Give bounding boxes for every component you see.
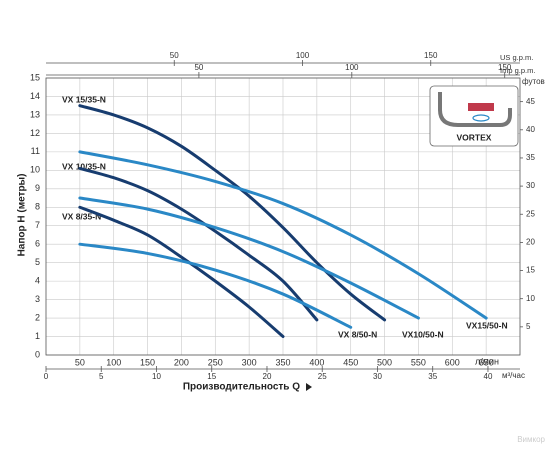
series-label: VX10/50-N bbox=[402, 329, 444, 339]
y-tick-label: 9 bbox=[35, 183, 40, 193]
x-tick-label: 100 bbox=[106, 357, 121, 367]
x-tick-label: 550 bbox=[411, 357, 426, 367]
series-label: VX15/50-N bbox=[466, 320, 508, 330]
x-tick-label: 150 bbox=[140, 357, 155, 367]
series-label: VX 15/35-N bbox=[62, 94, 106, 104]
x-tick-label: 400 bbox=[309, 357, 324, 367]
inset-label: VORTEX bbox=[457, 132, 492, 142]
series-label: VX 10/35-N bbox=[62, 161, 106, 171]
x-tick-label: 350 bbox=[275, 357, 290, 367]
tick-label: 5 bbox=[99, 372, 104, 381]
plot-area bbox=[45, 77, 521, 356]
tick-label: 25 bbox=[318, 372, 327, 381]
y2-tick-label: 35 bbox=[526, 153, 535, 162]
y-tick-label: 14 bbox=[30, 91, 40, 101]
y-tick-label: 0 bbox=[35, 349, 40, 359]
x-tick-label: 300 bbox=[242, 357, 257, 367]
x2-unit: м³/час bbox=[502, 371, 525, 380]
tick-label: 100 bbox=[345, 63, 359, 72]
y-axis-title: Напор H (метры) bbox=[17, 174, 28, 257]
y2-unit: футов bbox=[522, 77, 545, 86]
series-line bbox=[78, 150, 488, 320]
tick-label: 40 bbox=[484, 372, 493, 381]
tick-label: 150 bbox=[498, 63, 512, 72]
y2-tick-label: 40 bbox=[526, 125, 535, 134]
y2-tick-label: 10 bbox=[526, 294, 535, 303]
y-tick-label: 12 bbox=[30, 128, 40, 138]
series-label: VX 8/50-N bbox=[338, 329, 377, 339]
x-axis-title: Производительность Q bbox=[183, 382, 300, 393]
y-tick-label: 10 bbox=[30, 165, 40, 175]
watermark: Вимкор bbox=[517, 435, 545, 444]
series-line bbox=[78, 242, 353, 329]
y2-tick-label: 15 bbox=[526, 266, 535, 275]
x-tick-label: 250 bbox=[208, 357, 223, 367]
y-tick-label: 7 bbox=[35, 220, 40, 230]
y-tick-label: 11 bbox=[31, 146, 40, 156]
y-tick-label: 3 bbox=[35, 294, 40, 304]
x3-unit: US g.p.m. bbox=[500, 53, 533, 62]
x4-unit: Imp g.p.m. bbox=[500, 66, 535, 75]
tick-label: 30 bbox=[373, 372, 382, 381]
y2-tick-label: 25 bbox=[526, 209, 535, 218]
series-line bbox=[78, 196, 420, 320]
y-tick-label: 6 bbox=[35, 239, 40, 249]
x-tick-label: 200 bbox=[174, 357, 189, 367]
x-unit: л/мин bbox=[475, 356, 499, 366]
tick-label: 150 bbox=[424, 51, 438, 60]
series-label: VX 8/35-N bbox=[62, 211, 101, 221]
x-tick-label: 50 bbox=[75, 357, 85, 367]
series-line bbox=[78, 166, 319, 322]
tick-label: 10 bbox=[152, 372, 161, 381]
y2-tick-label: 45 bbox=[526, 97, 535, 106]
tick-label: 100 bbox=[296, 51, 310, 60]
tick-label: 0 bbox=[44, 372, 49, 381]
x-tick-label: 650 bbox=[479, 357, 494, 367]
tick-label: 20 bbox=[263, 372, 272, 381]
y-tick-label: 5 bbox=[35, 257, 40, 267]
x-tick-label: 450 bbox=[343, 357, 358, 367]
arrow bbox=[306, 383, 312, 391]
x-tick-label: 500 bbox=[377, 357, 392, 367]
y2-tick-label: 5 bbox=[526, 322, 531, 331]
y2-tick-label: 20 bbox=[526, 238, 535, 247]
y-tick-label: 1 bbox=[35, 331, 40, 341]
tick-label: 50 bbox=[170, 51, 179, 60]
tick-label: 35 bbox=[428, 372, 437, 381]
inset: VORTEX bbox=[429, 85, 519, 147]
y-tick-label: 4 bbox=[35, 276, 40, 286]
y-tick-label: 15 bbox=[30, 72, 40, 82]
y-tick-label: 8 bbox=[35, 202, 40, 212]
series-line bbox=[78, 205, 285, 339]
y-tick-label: 2 bbox=[35, 312, 40, 322]
y-tick-label: 13 bbox=[30, 109, 40, 119]
x-tick-label: 600 bbox=[445, 357, 460, 367]
tick-label: 50 bbox=[194, 63, 203, 72]
series-line bbox=[78, 104, 387, 322]
y2-tick-label: 30 bbox=[526, 181, 535, 190]
tick-label: 15 bbox=[207, 372, 216, 381]
